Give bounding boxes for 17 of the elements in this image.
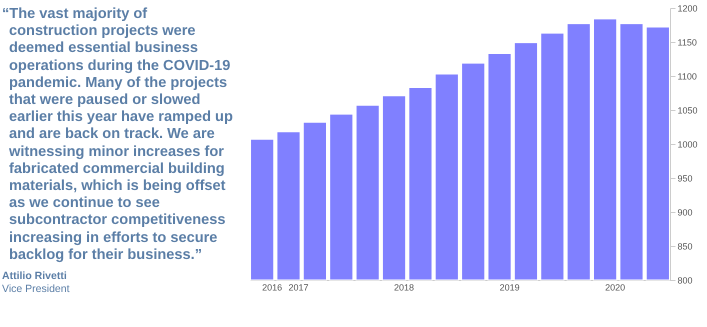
y-tick-label: 1100	[678, 72, 697, 82]
text: Vice President	[2, 283, 71, 296]
x-tick-label: 2019	[500, 282, 520, 292]
text: Attilio Rivetti	[2, 270, 68, 284]
y-tick-label: 900	[678, 208, 693, 218]
x-tick-label: 2017	[288, 282, 309, 292]
y-tick-label: 1150	[678, 38, 697, 48]
y-tick-label: 950	[678, 174, 693, 184]
y-tick-label: 800	[678, 276, 693, 286]
text: “The vast majority of construction projects were deemed essential business operations during the COVID-19 pandemic. Many of the projects that were paused or slowed earlier this year have ramped up and are back on track. We are witnessing minor increases for fabricated commercial building materials, which is being offset as we continue to see subcontractor competitiveness increasing in efforts to secure backlog for their business.”	[2, 6, 233, 263]
y-tick-label: 1000	[678, 140, 698, 150]
y-tick-label: 1200	[678, 4, 698, 14]
y-tick-label: 1050	[678, 106, 698, 116]
x-tick-label: 2018	[394, 282, 414, 292]
x-tick-label: 2020	[605, 282, 626, 292]
x-tick-label: 2016	[262, 282, 282, 292]
y-tick-label: 850	[678, 242, 693, 252]
